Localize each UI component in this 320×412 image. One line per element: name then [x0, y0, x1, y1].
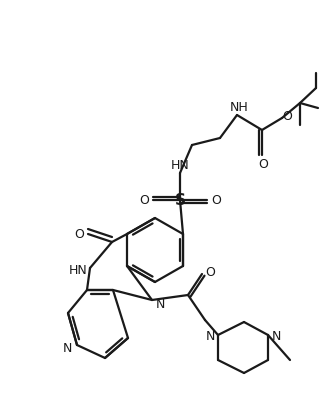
Text: NH: NH: [230, 101, 248, 113]
Text: N: N: [155, 297, 165, 311]
Text: N: N: [62, 342, 72, 354]
Text: N: N: [205, 330, 215, 344]
Text: O: O: [74, 227, 84, 241]
Text: HN: HN: [171, 159, 189, 171]
Text: O: O: [258, 157, 268, 171]
Text: O: O: [139, 194, 149, 206]
Text: O: O: [282, 110, 292, 122]
Text: O: O: [211, 194, 221, 206]
Text: N: N: [271, 330, 281, 344]
Text: HN: HN: [68, 264, 87, 276]
Text: O: O: [205, 267, 215, 279]
Text: S: S: [174, 192, 186, 208]
